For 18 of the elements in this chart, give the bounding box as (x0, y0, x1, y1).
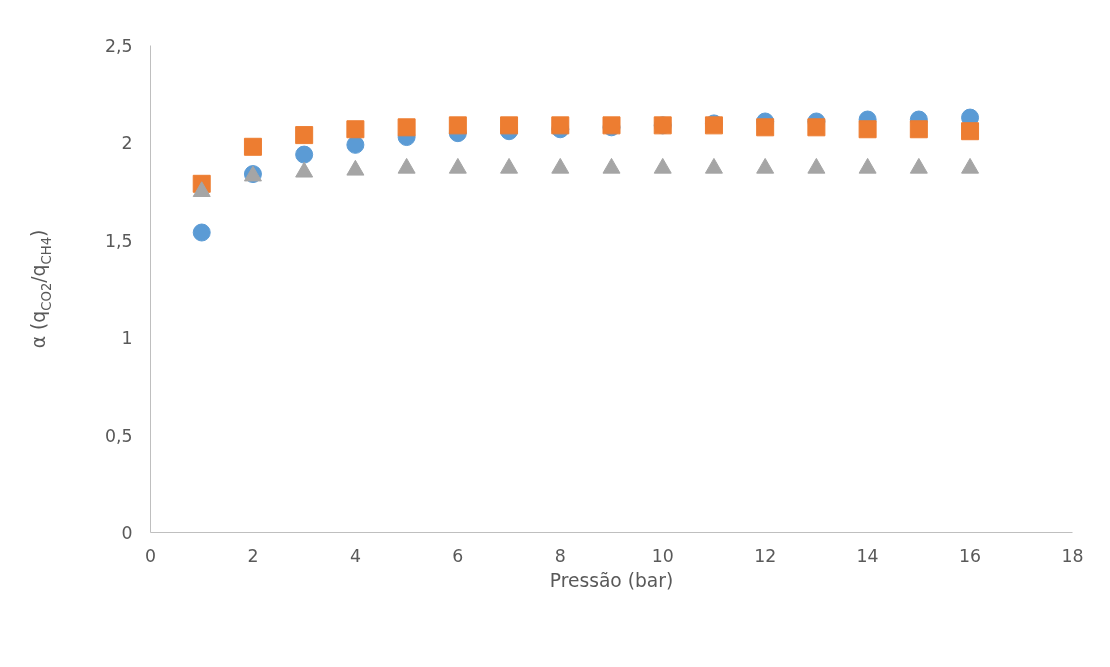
x-tick-label: 2 (247, 545, 259, 566)
x-tick-label: 14 (856, 545, 879, 566)
x-tick-label: 12 (754, 545, 777, 566)
y-tick-label: 0,5 (104, 425, 133, 446)
y-tick-label: 1,5 (104, 230, 133, 251)
x-tick-label: 4 (349, 545, 361, 566)
x-tick-label: 16 (959, 545, 982, 566)
y-tick-label: 0 (121, 523, 133, 543)
x-tick-label: 10 (651, 545, 674, 566)
y-axis-title: α (qCO2/qCH4) (27, 229, 54, 349)
x-tick-label: 18 (1061, 545, 1084, 566)
y-tick-label: 2,5 (104, 36, 133, 56)
y-tick-label: 2 (121, 133, 133, 154)
x-tick-label: 6 (452, 545, 464, 566)
x-axis-title: Pressão (bar) (549, 569, 674, 591)
x-tick-label: 0 (144, 545, 157, 566)
y-tick-label: 1 (121, 328, 133, 349)
x-tick-label: 8 (554, 545, 566, 566)
